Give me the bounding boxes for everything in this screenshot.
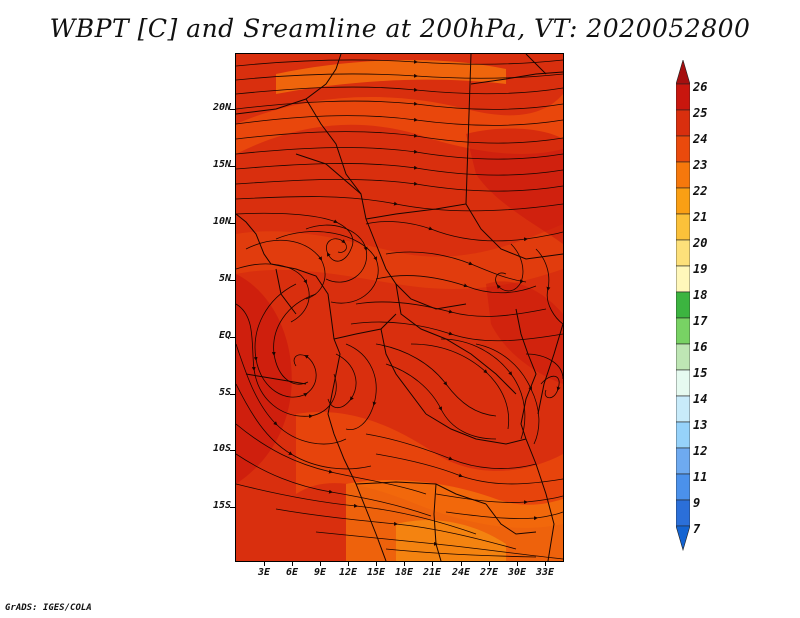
chart-title: WBPT [C] and Sreamline at 200hPa, VT: 20… [49, 14, 751, 43]
colorbar-segment [676, 447, 690, 475]
lon-label-3e: 3E [257, 567, 271, 578]
colorbar-segment [676, 317, 690, 345]
lon-label-6e: 6E [285, 567, 299, 578]
colorbar-label: 21 [693, 210, 708, 224]
lon-label-15e: 15E [366, 567, 386, 578]
lon-tick [264, 562, 265, 566]
colorbar-segment [676, 213, 690, 241]
colorbar-segment [676, 421, 690, 449]
colorbar-segment [676, 187, 690, 215]
lat-label-10n: 10N [212, 216, 231, 227]
colorbar-label: 23 [693, 158, 708, 172]
colorbar-label: 20 [693, 236, 708, 250]
colorbar-segment [676, 291, 690, 319]
lat-label-eq: EQ [218, 330, 231, 341]
colorbar-label: 7 [693, 522, 701, 536]
colorbar-label: 15 [693, 366, 708, 380]
lat-tick [230, 223, 235, 224]
lon-tick [320, 562, 321, 566]
lon-tick [545, 562, 546, 566]
grads-credit: GrADS: IGES/COLA [5, 603, 92, 613]
colorbar-label: 9 [693, 496, 701, 510]
colorbar-label: 14 [693, 392, 708, 406]
colorbar-segment [676, 343, 690, 371]
colorbar-segment [676, 369, 690, 397]
lon-tick [404, 562, 405, 566]
colorbar-label: 17 [693, 314, 708, 328]
wbpt-warm-bands [236, 59, 563, 561]
colorbar-segment [676, 239, 690, 267]
lat-label-20n: 20N [212, 102, 231, 113]
colorbar-segment [676, 395, 690, 423]
colorbar-segment [676, 135, 690, 163]
lon-label-21e: 21E [422, 567, 442, 578]
map-panel [235, 53, 564, 562]
colorbar-label: 24 [693, 132, 708, 146]
lon-tick [461, 562, 462, 566]
lon-tick [517, 562, 518, 566]
lon-tick [292, 562, 293, 566]
lat-tick [230, 394, 235, 395]
colorbar-top-triangle [676, 60, 690, 85]
lon-label-9e: 9E [313, 567, 327, 578]
lon-label-12e: 12E [338, 567, 358, 578]
colorbar-label: 22 [693, 184, 708, 198]
colorbar [676, 60, 690, 552]
colorbar-segment [676, 499, 690, 527]
lon-tick [348, 562, 349, 566]
colorbar-segment [676, 473, 690, 501]
colorbar-label: 13 [693, 418, 708, 432]
colorbar-label: 16 [693, 340, 708, 354]
colorbar-label: 25 [693, 106, 708, 120]
colorbar-label: 18 [693, 288, 708, 302]
colorbar-label: 19 [693, 262, 708, 276]
lon-label-18e: 18E [394, 567, 414, 578]
lon-label-30e: 30E [507, 567, 527, 578]
lat-label-5s: 5S [218, 387, 231, 398]
lon-label-24e: 24E [451, 567, 471, 578]
colorbar-segment [676, 265, 690, 293]
colorbar-label: 11 [693, 470, 708, 484]
lat-label-15n: 15N [212, 159, 231, 170]
lon-label-33e: 33E [535, 567, 555, 578]
lat-label-15s: 15S [212, 500, 231, 511]
lat-label-10s: 10S [212, 443, 231, 454]
lon-label-27e: 27E [479, 567, 499, 578]
colorbar-segment [676, 109, 690, 137]
colorbar-label: 26 [693, 80, 708, 94]
colorbar-segment [676, 161, 690, 189]
lat-tick [230, 337, 235, 338]
lat-tick [230, 280, 235, 281]
lat-tick [230, 109, 235, 110]
colorbar-segment [676, 83, 690, 111]
colorbar-label: 12 [693, 444, 708, 458]
lon-tick [489, 562, 490, 566]
lon-tick [432, 562, 433, 566]
lat-label-5n: 5N [218, 273, 231, 284]
lat-tick [230, 507, 235, 508]
lat-tick [230, 450, 235, 451]
lon-tick [376, 562, 377, 566]
colorbar-bottom-triangle [676, 525, 690, 552]
streamlines [236, 59, 563, 560]
lat-tick [230, 166, 235, 167]
